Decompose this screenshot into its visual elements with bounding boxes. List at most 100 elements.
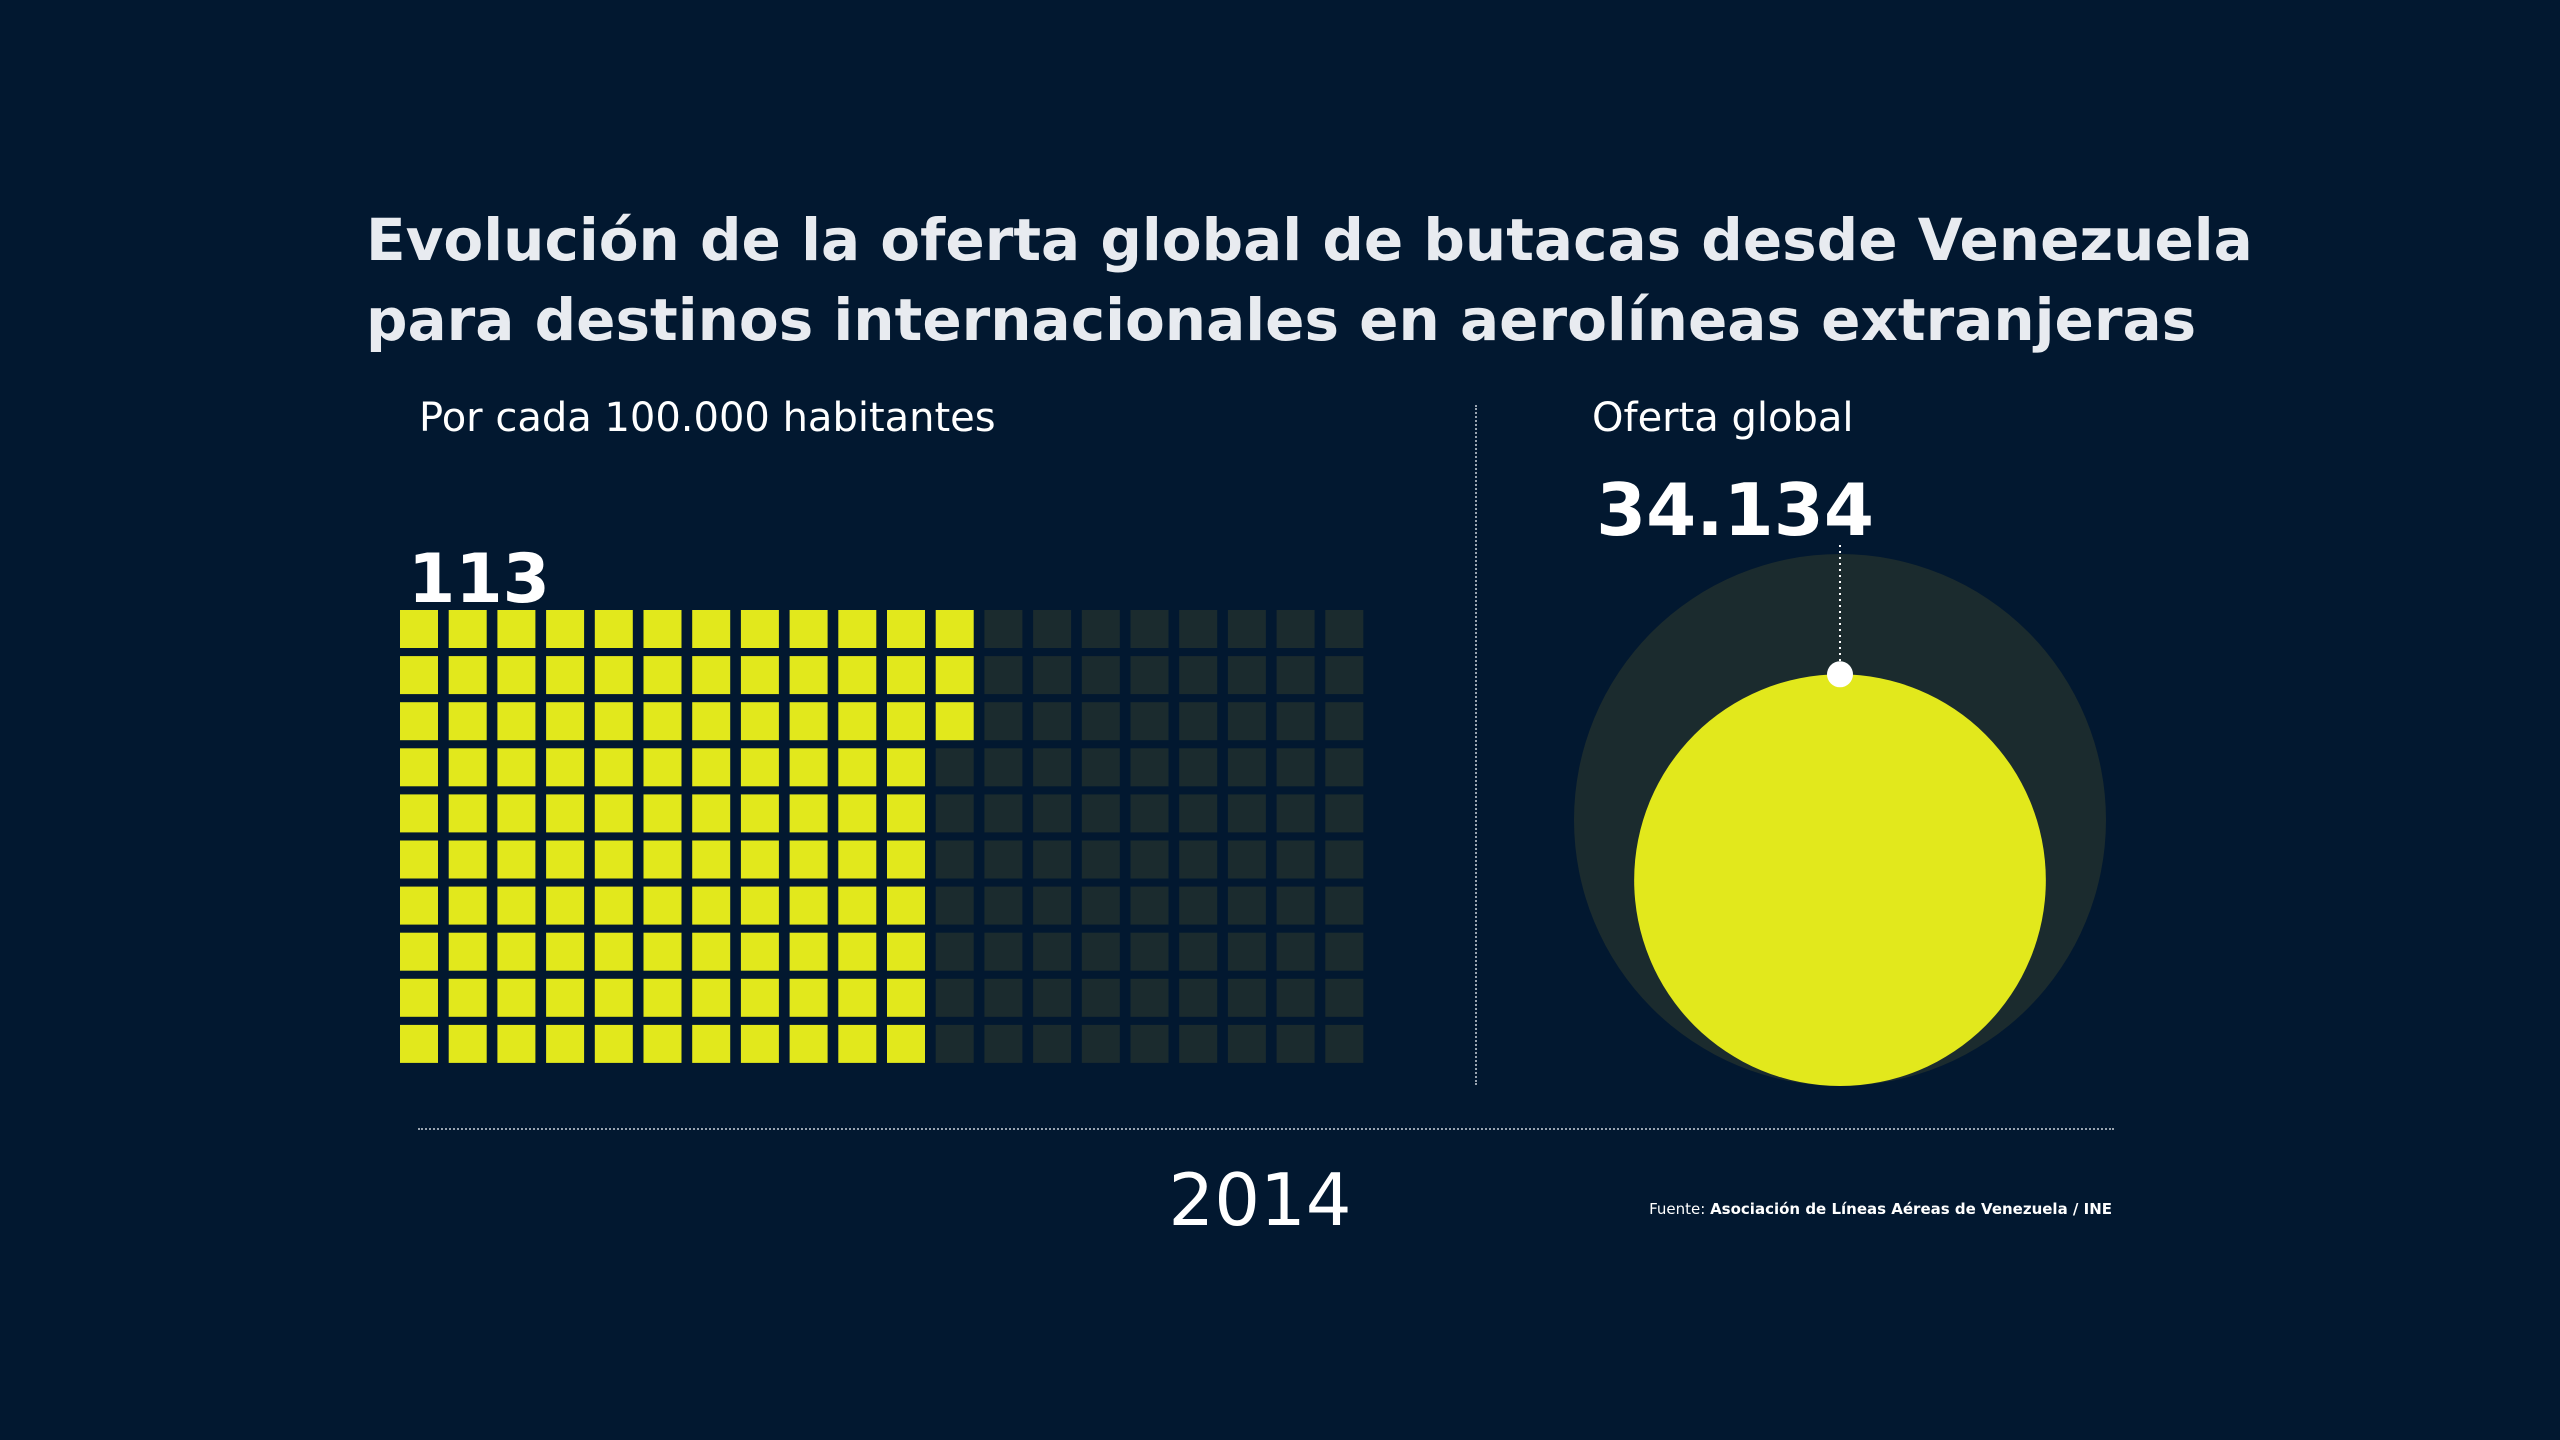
waffle-square-filled bbox=[594, 748, 633, 787]
waffle-square-filled bbox=[887, 794, 925, 833]
waffle-square-filled bbox=[692, 702, 731, 741]
waffle-chart bbox=[400, 610, 1364, 1063]
waffle-square-filled bbox=[643, 978, 682, 1017]
waffle-square-filled bbox=[935, 702, 974, 741]
source-text: Asociación de Líneas Aéreas de Venezuela… bbox=[1710, 1200, 2112, 1218]
waffle-square-filled bbox=[740, 656, 779, 695]
waffle-square-empty bbox=[935, 794, 974, 833]
waffle-square-empty bbox=[1033, 702, 1072, 741]
waffle-square-empty bbox=[935, 840, 974, 879]
waffle-square-empty bbox=[984, 610, 1023, 648]
waffle-square-empty bbox=[1081, 702, 1120, 741]
horizontal-divider bbox=[418, 1128, 2114, 1130]
waffle-square-filled bbox=[643, 748, 682, 787]
waffle-square-empty bbox=[1227, 1024, 1266, 1063]
waffle-square-filled bbox=[400, 840, 438, 879]
waffle-square-filled bbox=[838, 794, 877, 833]
waffle-square-empty bbox=[1179, 1024, 1218, 1063]
waffle-square-empty bbox=[1081, 932, 1120, 971]
waffle-square-filled bbox=[594, 656, 633, 695]
waffle-square-filled bbox=[546, 748, 585, 787]
waffle-square-filled bbox=[400, 932, 438, 971]
waffle-square-empty bbox=[935, 1024, 974, 1063]
waffle-square-filled bbox=[594, 794, 633, 833]
waffle-square-filled bbox=[692, 656, 731, 695]
waffle-square-empty bbox=[1179, 794, 1218, 833]
waffle-square-empty bbox=[1130, 978, 1169, 1017]
waffle-square-empty bbox=[1179, 702, 1218, 741]
waffle-square-empty bbox=[1081, 1024, 1120, 1063]
waffle-square-filled bbox=[838, 610, 877, 648]
waffle-square-empty bbox=[1130, 886, 1169, 925]
waffle-square-empty bbox=[935, 932, 974, 971]
waffle-square-filled bbox=[400, 886, 438, 925]
waffle-square-filled bbox=[740, 840, 779, 879]
waffle-square-filled bbox=[740, 978, 779, 1017]
waffle-square-filled bbox=[887, 886, 925, 925]
waffle-square-filled bbox=[887, 1024, 925, 1063]
waffle-square-filled bbox=[692, 1024, 731, 1063]
waffle-square-filled bbox=[400, 656, 438, 695]
waffle-square-empty bbox=[1033, 656, 1072, 695]
waffle-square-empty bbox=[1227, 978, 1266, 1017]
waffle-square-filled bbox=[400, 702, 438, 741]
waffle-square-filled bbox=[740, 748, 779, 787]
waffle-square-filled bbox=[789, 978, 828, 1017]
waffle-square-empty bbox=[984, 656, 1023, 695]
waffle-square-filled bbox=[594, 932, 633, 971]
waffle-square-filled bbox=[692, 886, 731, 925]
waffle-square-empty bbox=[1179, 610, 1218, 648]
global-offer-label: Oferta global bbox=[1592, 395, 1854, 441]
waffle-square-empty bbox=[1130, 1024, 1169, 1063]
waffle-square-filled bbox=[497, 886, 536, 925]
waffle-square-filled bbox=[497, 748, 536, 787]
waffle-square-filled bbox=[400, 794, 438, 833]
waffle-square-filled bbox=[448, 1024, 487, 1063]
waffle-square-filled bbox=[594, 610, 633, 648]
waffle-square-empty bbox=[1130, 840, 1169, 879]
waffle-square-filled bbox=[692, 748, 731, 787]
waffle-square-empty bbox=[1179, 932, 1218, 971]
waffle-square-filled bbox=[838, 886, 877, 925]
waffle-square-empty bbox=[935, 978, 974, 1017]
waffle-square-filled bbox=[789, 840, 828, 879]
waffle-square-empty bbox=[1276, 932, 1315, 971]
waffle-square-filled bbox=[448, 840, 487, 879]
waffle-square-filled bbox=[546, 656, 585, 695]
waffle-square-filled bbox=[546, 932, 585, 971]
waffle-square-empty bbox=[1179, 748, 1218, 787]
waffle-square-empty bbox=[1033, 794, 1072, 833]
waffle-square-filled bbox=[643, 932, 682, 971]
waffle-square-filled bbox=[448, 656, 487, 695]
waffle-square-filled bbox=[887, 656, 925, 695]
waffle-square-empty bbox=[984, 886, 1023, 925]
waffle-square-filled bbox=[497, 794, 536, 833]
waffle-square-empty bbox=[1325, 610, 1364, 648]
waffle-square-filled bbox=[692, 978, 731, 1017]
waffle-square-empty bbox=[1227, 748, 1266, 787]
waffle-square-filled bbox=[400, 748, 438, 787]
waffle-square-empty bbox=[1033, 610, 1072, 648]
waffle-square-filled bbox=[692, 610, 731, 648]
waffle-square-filled bbox=[789, 610, 828, 648]
waffle-square-empty bbox=[1179, 886, 1218, 925]
waffle-square-empty bbox=[935, 886, 974, 925]
waffle-square-filled bbox=[448, 794, 487, 833]
waffle-square-filled bbox=[692, 840, 731, 879]
waffle-square-filled bbox=[887, 932, 925, 971]
waffle-square-filled bbox=[887, 702, 925, 741]
waffle-square-filled bbox=[448, 610, 487, 648]
waffle-square-empty bbox=[1081, 748, 1120, 787]
vertical-divider bbox=[1475, 405, 1477, 1085]
waffle-square-empty bbox=[1325, 748, 1364, 787]
waffle-square-empty bbox=[984, 978, 1023, 1017]
waffle-square-filled bbox=[643, 794, 682, 833]
waffle-square-filled bbox=[497, 1024, 536, 1063]
waffle-square-empty bbox=[1033, 886, 1072, 925]
waffle-square-filled bbox=[497, 702, 536, 741]
waffle-square-filled bbox=[546, 840, 585, 879]
waffle-square-empty bbox=[1227, 794, 1266, 833]
waffle-square-empty bbox=[984, 932, 1023, 971]
waffle-square-filled bbox=[497, 610, 536, 648]
waffle-square-empty bbox=[1325, 932, 1364, 971]
